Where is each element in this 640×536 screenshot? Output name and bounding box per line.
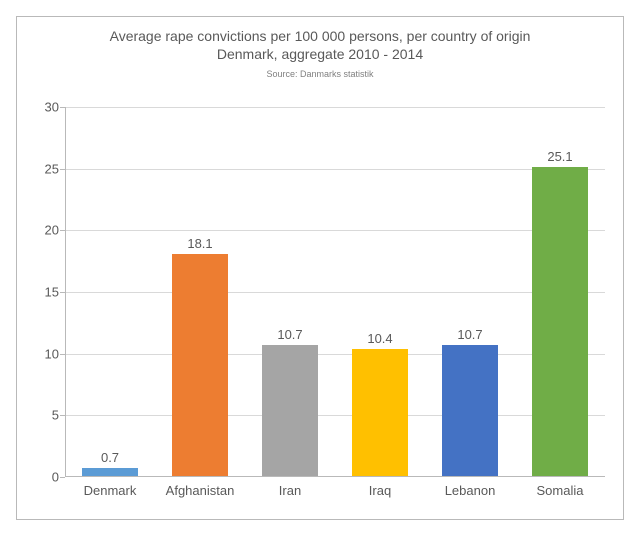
x-tick-label: Afghanistan bbox=[166, 483, 235, 498]
x-axis-labels: Denmark Afghanistan Iran Iraq Lebanon Somalia bbox=[65, 483, 605, 503]
y-tick-label: 0 bbox=[29, 470, 59, 485]
bar-value-label: 18.1 bbox=[187, 236, 212, 251]
bar-afghanistan bbox=[172, 254, 228, 477]
bar-iraq bbox=[352, 349, 408, 477]
bar-value-label: 10.7 bbox=[277, 327, 302, 342]
bar-lebanon bbox=[442, 345, 498, 477]
grid-line bbox=[65, 230, 605, 231]
bar-iran bbox=[262, 345, 318, 477]
x-tick-label: Lebanon bbox=[445, 483, 496, 498]
x-tick-label: Somalia bbox=[537, 483, 584, 498]
bar-value-label: 25.1 bbox=[547, 149, 572, 164]
y-axis bbox=[65, 107, 66, 477]
bar-value-label: 0.7 bbox=[101, 450, 119, 465]
bar-value-label: 10.4 bbox=[367, 331, 392, 346]
grid-line bbox=[65, 354, 605, 355]
y-tick-mark bbox=[60, 477, 65, 478]
grid-line bbox=[65, 415, 605, 416]
x-axis bbox=[65, 476, 605, 477]
grid-line bbox=[65, 292, 605, 293]
y-tick-label: 10 bbox=[29, 346, 59, 361]
chart-panel: Average rape convictions per 100 000 per… bbox=[16, 16, 624, 520]
bar-value-label: 10.7 bbox=[457, 327, 482, 342]
x-tick-label: Iraq bbox=[369, 483, 391, 498]
x-tick-label: Denmark bbox=[84, 483, 137, 498]
y-tick-label: 25 bbox=[29, 161, 59, 176]
chart-title-line1: Average rape convictions per 100 000 per… bbox=[17, 27, 623, 45]
y-tick-label: 20 bbox=[29, 223, 59, 238]
plot-area: 0510152025300.718.110.710.410.725.1 bbox=[65, 107, 605, 477]
chart-title-line2: Denmark, aggregate 2010 - 2014 bbox=[17, 45, 623, 63]
grid-line bbox=[65, 107, 605, 108]
chart-source: Source: Danmarks statistik bbox=[17, 69, 623, 79]
y-tick-label: 30 bbox=[29, 100, 59, 115]
grid-line bbox=[65, 169, 605, 170]
bar-somalia bbox=[532, 167, 588, 477]
y-tick-label: 15 bbox=[29, 285, 59, 300]
y-tick-label: 5 bbox=[29, 408, 59, 423]
x-tick-label: Iran bbox=[279, 483, 301, 498]
